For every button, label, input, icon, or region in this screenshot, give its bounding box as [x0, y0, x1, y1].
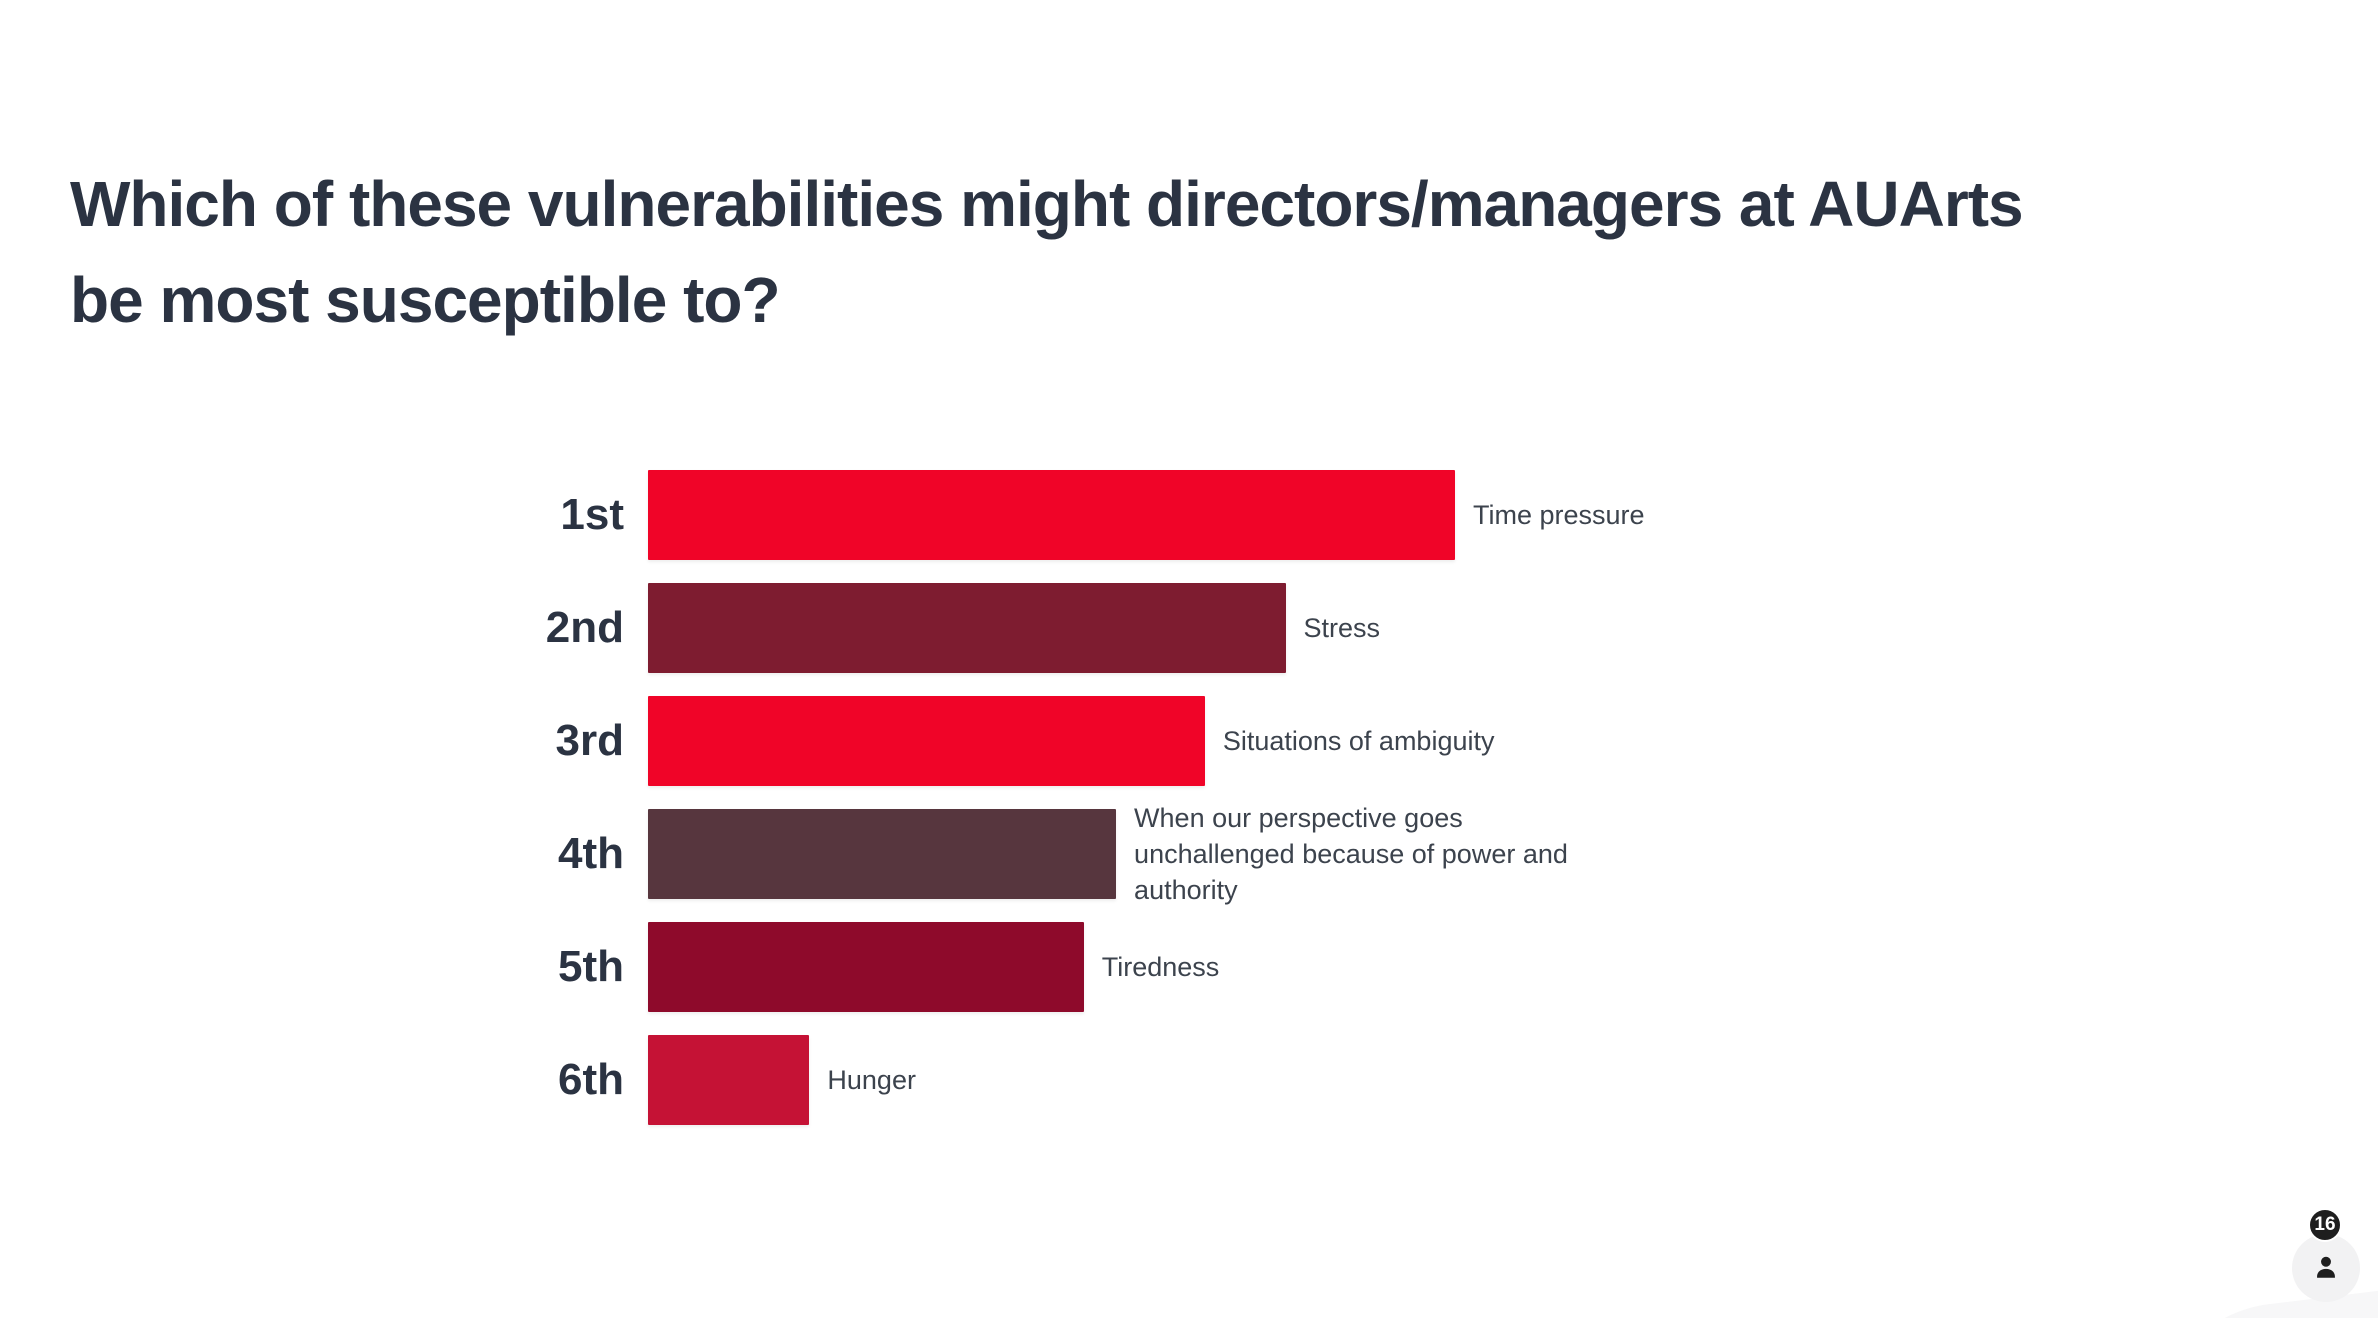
rank-label: 5th: [558, 942, 624, 991]
rank-label: 3rd: [555, 716, 624, 765]
bar: Stress: [648, 583, 1380, 673]
bar: Time pressure: [648, 470, 1645, 560]
rank-label: 6th: [558, 1055, 624, 1104]
bar: Situations of ambiguity: [648, 696, 1494, 786]
participants-count: 16: [2314, 1214, 2336, 1235]
chart-row: 1st Time pressure: [560, 470, 1645, 560]
bar-value-label: When our perspective goes unchallenged b…: [1134, 803, 1568, 905]
ranking-chart: 1st Time pressure 2nd Stress 3rd Situati…: [546, 470, 1645, 1148]
participants-widget: 16: [2292, 1208, 2378, 1308]
bar: Tiredness: [648, 922, 1219, 1012]
bar: When our perspective goes unchallenged b…: [648, 803, 1568, 905]
rank-label: 4th: [558, 829, 624, 878]
rank-label: 1st: [560, 490, 624, 539]
chart-row: 5th Tiredness: [558, 922, 1455, 1012]
participants-count-badge: 16: [2308, 1208, 2342, 1242]
chart-row: 3rd Situations of ambiguity: [556, 696, 1494, 786]
participants-button[interactable]: [2292, 1234, 2360, 1302]
bar-value-label: Hunger: [827, 1065, 916, 1095]
rank-label: 2nd: [545, 603, 624, 652]
bar-value-label: Tiredness: [1101, 952, 1220, 982]
chart-row: 6th Hunger: [558, 1035, 1455, 1125]
person-icon: [2309, 1251, 2343, 1285]
chart-row: 2nd Stress: [546, 583, 1455, 673]
bar-value-label: Time pressure: [1473, 500, 1645, 530]
bar: Hunger: [648, 1035, 916, 1125]
page-title: Which of these vulnerabilities might dir…: [70, 168, 2024, 336]
bar-value-label: Stress: [1303, 613, 1381, 643]
chart-row: 4th When our perspective goes unchalleng…: [558, 803, 1568, 905]
bar-value-label: Situations of ambiguity: [1222, 726, 1495, 756]
